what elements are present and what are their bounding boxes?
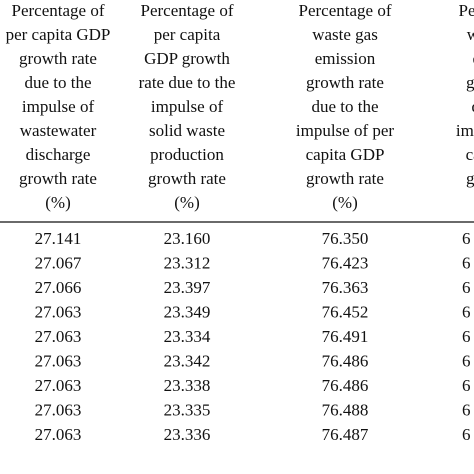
cell: 6 [462, 400, 471, 419]
header-line: emission [315, 49, 376, 68]
header-line: (%) [174, 193, 199, 212]
cell: 6 [462, 302, 471, 321]
cell: 23.335 [164, 400, 211, 419]
cell: 6 [462, 253, 471, 272]
cell: 23.342 [164, 351, 211, 370]
cell: 76.452 [322, 302, 369, 321]
cell: 23.334 [164, 327, 211, 346]
cell: 76.486 [322, 376, 369, 395]
header-line: discharge [473, 49, 474, 68]
cell: 76.488 [322, 400, 369, 419]
header-line: wastewater [467, 25, 474, 44]
cell: 27.066 [35, 278, 82, 297]
cell: 23.160 [164, 229, 211, 248]
header-line: Percentage of [299, 1, 392, 20]
cell: 23.397 [164, 278, 211, 297]
cell: 27.063 [35, 376, 82, 395]
cell: 27.063 [35, 351, 82, 370]
cell: 27.063 [35, 327, 82, 346]
header-line: due to the [311, 97, 378, 116]
cell: 6 [462, 425, 471, 444]
header-line: growth rate [19, 49, 97, 68]
header-line: growth rate [306, 73, 384, 92]
cell: 6 [462, 278, 471, 297]
cell: 23.349 [164, 302, 211, 321]
cell: 23.338 [164, 376, 211, 395]
header-line: growth rate [148, 169, 226, 188]
header-line: discharge [26, 145, 91, 164]
cell: 76.423 [322, 253, 369, 272]
header-line: Percentage of [459, 1, 474, 20]
cell: 76.487 [322, 425, 369, 444]
cell: 27.063 [35, 400, 82, 419]
cell: 76.486 [322, 351, 369, 370]
cell: 76.350 [322, 229, 369, 248]
header-line: waste gas [312, 25, 378, 44]
header-line: production [150, 145, 224, 164]
cell: 76.363 [322, 278, 369, 297]
cell: 23.312 [164, 253, 211, 272]
cell: 6 [462, 229, 471, 248]
header-line: due to the [471, 97, 474, 116]
header-line: capita GDP [466, 145, 474, 164]
cell: 23.336 [164, 425, 211, 444]
cell: 27.141 [35, 229, 82, 248]
cell: 27.063 [35, 302, 82, 321]
cell: 6 [462, 376, 471, 395]
header-line: impulse of per [456, 121, 474, 140]
cell: 27.063 [35, 425, 82, 444]
cell: 6 [462, 351, 471, 370]
header-line: impulse of per [296, 121, 395, 140]
cell: 27.067 [35, 253, 82, 272]
header-line: rate due to the [139, 73, 236, 92]
header-line: Percentage of [141, 1, 234, 20]
header-line: per capita [154, 25, 221, 44]
header-line: impulse of [151, 97, 224, 116]
header-line: capita GDP [306, 145, 385, 164]
header-line: growth rate [466, 73, 474, 92]
header-line: (%) [332, 193, 357, 212]
header-line: Percentage of [12, 1, 105, 20]
header-line: GDP growth [144, 49, 230, 68]
header-line: per capita GDP [6, 25, 111, 44]
header-line: impulse of [22, 97, 95, 116]
header-line: growth rate [466, 169, 474, 188]
cell: 6 [462, 327, 471, 346]
header-line: growth rate [19, 169, 97, 188]
cell: 76.491 [322, 327, 369, 346]
header-line: due to the [24, 73, 91, 92]
header-line: solid waste [149, 121, 225, 140]
header-line: wastewater [20, 121, 97, 140]
header-line: (%) [45, 193, 70, 212]
header-line: growth rate [306, 169, 384, 188]
